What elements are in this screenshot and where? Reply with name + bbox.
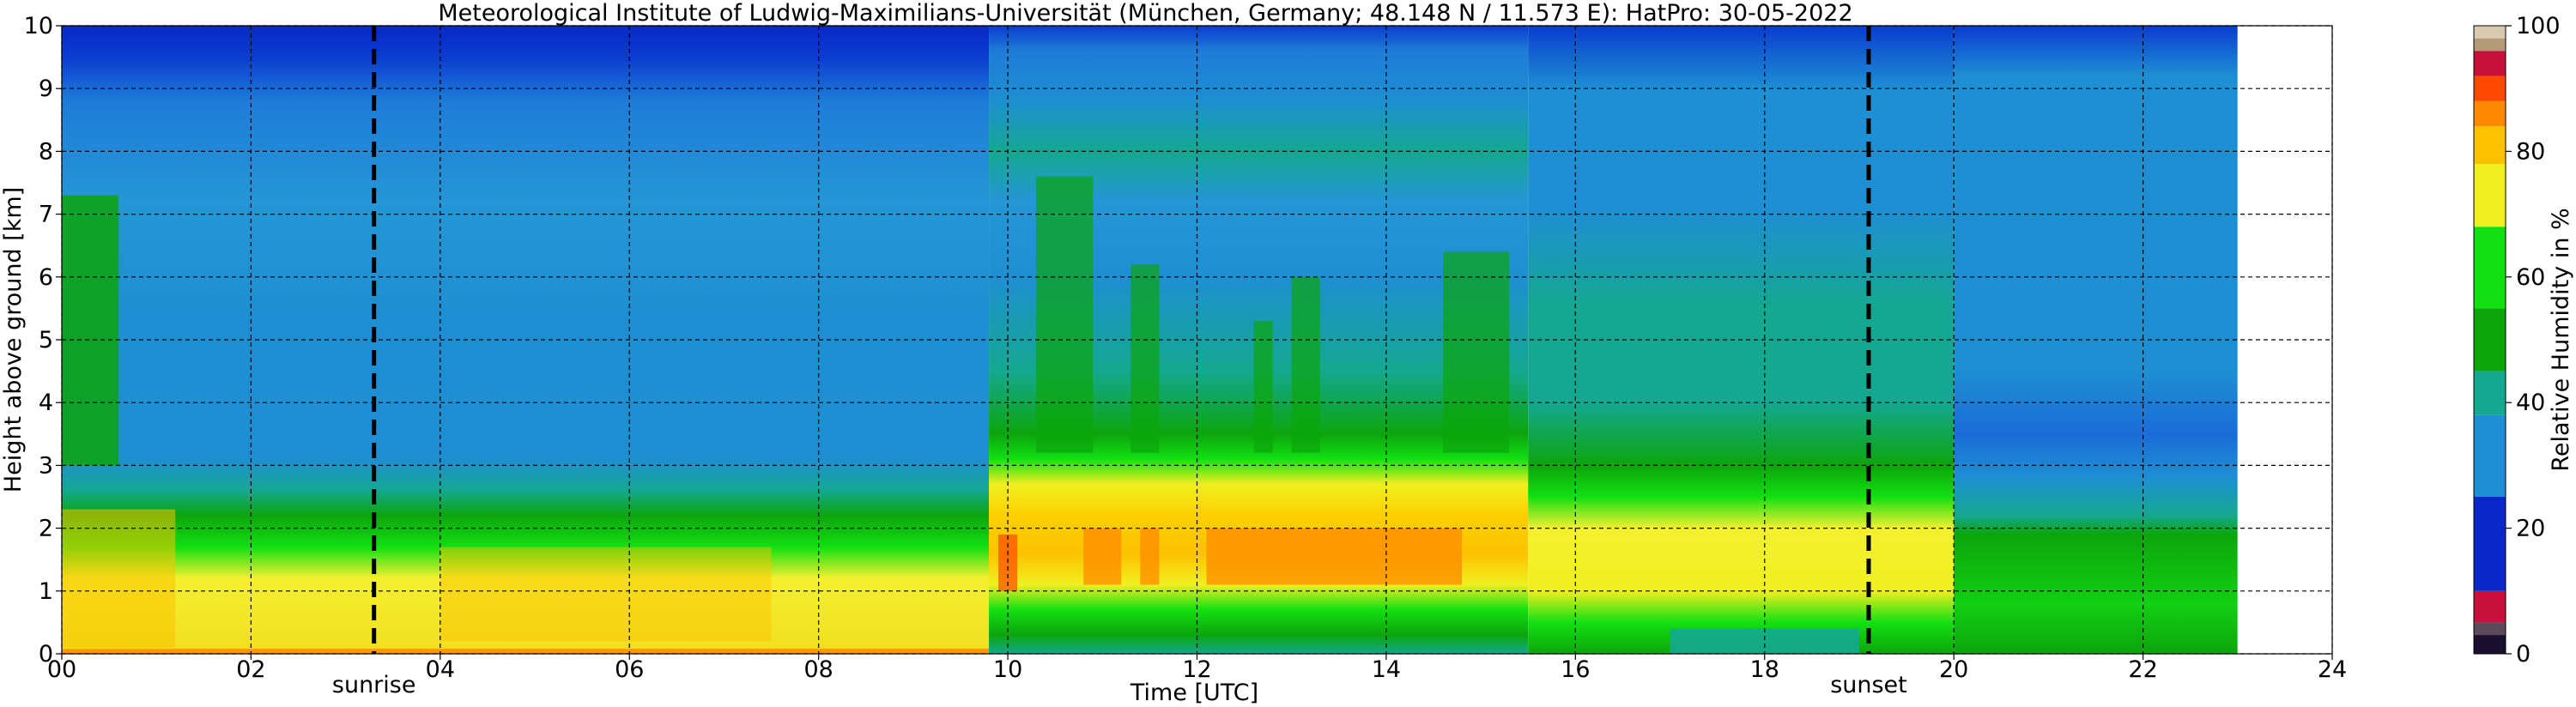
- sunrise-label: sunrise: [332, 672, 416, 698]
- y-tick-label: 9: [39, 76, 53, 102]
- rh-core-2: [1206, 528, 1463, 585]
- colorbar-segment: [2474, 371, 2506, 415]
- colorbar-segment: [2474, 76, 2506, 101]
- colorbar-tick-label: 0: [2516, 641, 2531, 668]
- colorbar-segment: [2474, 51, 2506, 76]
- y-tick-label: 5: [39, 327, 53, 354]
- colorbar-segment: [2474, 26, 2506, 39]
- y-tick-label: 8: [39, 138, 53, 165]
- y-tick-label: 7: [39, 202, 53, 228]
- rh-plume-4: [1253, 321, 1273, 453]
- y-tick-label: 3: [39, 452, 53, 479]
- x-tick-label: 00: [47, 656, 76, 683]
- colorbar-segment: [2474, 622, 2506, 636]
- sun-markers: sunrise sunset: [332, 26, 1907, 698]
- rh-core-1: [1140, 528, 1160, 585]
- y-tick-label: 10: [24, 13, 53, 39]
- rh-dry-surface: [1670, 628, 1859, 654]
- y-tick-label: 1: [39, 578, 53, 605]
- x-tick-label: 24: [2318, 656, 2347, 683]
- colorbar-segment: [2474, 414, 2506, 497]
- x-tick-label: 04: [426, 656, 455, 683]
- x-tick-label: 08: [803, 656, 833, 683]
- rh-surface-layer: [62, 649, 990, 654]
- colorbar-segment: [2474, 308, 2506, 372]
- y-tick-label: 4: [39, 390, 53, 416]
- x-tick-label: 02: [236, 656, 265, 683]
- colorbar-frame: [2473, 25, 2506, 655]
- colorbar-segment: [2474, 590, 2506, 623]
- colorbar-segment: [2474, 227, 2506, 309]
- colorbar: 0 20 40 60 80 100: [2473, 13, 2561, 668]
- colorbar-segment: [2474, 497, 2506, 591]
- y-axis-label: Height above ground [km]: [0, 187, 27, 492]
- colorbar-segment: [2474, 126, 2506, 165]
- x-tick-label: 22: [2128, 656, 2157, 683]
- x-tick-label: 12: [1182, 656, 1211, 683]
- colorbar-tick-label: 100: [2516, 13, 2561, 39]
- x-tick-label: 20: [1939, 656, 1968, 683]
- colorbar-segment: [2474, 100, 2506, 127]
- colorbar-tick-label: 80: [2516, 138, 2545, 165]
- rh-plume-3: [1443, 251, 1510, 453]
- y-tick-label: 0: [39, 641, 53, 668]
- rh-patch-morning: [439, 547, 772, 642]
- rh-plume-2: [1291, 276, 1320, 453]
- rh-plume-1: [1130, 264, 1160, 453]
- x-tick-label: 16: [1561, 656, 1590, 683]
- rh-patch-early-low: [62, 509, 176, 648]
- x-axis-label: Time [UTC]: [1130, 680, 1258, 706]
- x-tick-label: 18: [1750, 656, 1779, 683]
- colorbar-segment: [2474, 38, 2506, 51]
- colorbar-segment: [2474, 635, 2506, 654]
- no-data-region: [2237, 26, 2332, 654]
- x-tick-label: 14: [1372, 656, 1401, 683]
- y-tick-label: 2: [39, 516, 53, 542]
- colorbar-tick-label: 40: [2516, 390, 2545, 416]
- sunset-label: sunset: [1830, 672, 1907, 698]
- x-tick-label: 10: [993, 656, 1022, 683]
- x-tick-label: 06: [615, 656, 644, 683]
- colorbar-tick-label: 20: [2516, 516, 2545, 542]
- rh-plume-0: [1036, 176, 1094, 453]
- colorbar-segment: [2474, 164, 2506, 227]
- colorbar-tick-label: 60: [2516, 264, 2545, 291]
- rh-patch-early: [62, 195, 119, 466]
- y-tick-label: 6: [39, 264, 53, 291]
- chart-title: Meteorological Institute of Ludwig-Maxim…: [438, 0, 1852, 27]
- colorbar-label: Relative Humidity in %: [2548, 208, 2574, 471]
- rh-core-0: [1083, 528, 1122, 585]
